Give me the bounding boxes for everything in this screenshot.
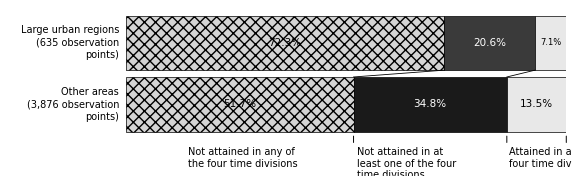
Text: 20.6%: 20.6% [473, 38, 506, 48]
Bar [444, 15, 535, 70]
Text: 7.1%: 7.1% [540, 38, 561, 47]
Text: Other areas
(3,876 observation
points): Other areas (3,876 observation points) [27, 87, 119, 122]
Bar [535, 15, 566, 70]
Text: 51.7%: 51.7% [223, 99, 256, 109]
Text: 34.8%: 34.8% [414, 99, 447, 109]
Text: Attained in all the
four time divisions: Attained in all the four time divisions [509, 147, 572, 169]
Text: Not attained in any of
the four time divisions: Not attained in any of the four time div… [188, 147, 297, 169]
Bar [353, 77, 507, 132]
Text: Not attained in at
least one of the four
time divisions: Not attained in at least one of the four… [357, 147, 456, 176]
Bar [126, 77, 353, 132]
Text: Large urban regions
(635 observation
points): Large urban regions (635 observation poi… [21, 26, 119, 60]
Bar [507, 77, 566, 132]
Bar [126, 15, 444, 70]
Text: 13.5%: 13.5% [520, 99, 553, 109]
Text: 72.3%: 72.3% [268, 38, 301, 48]
